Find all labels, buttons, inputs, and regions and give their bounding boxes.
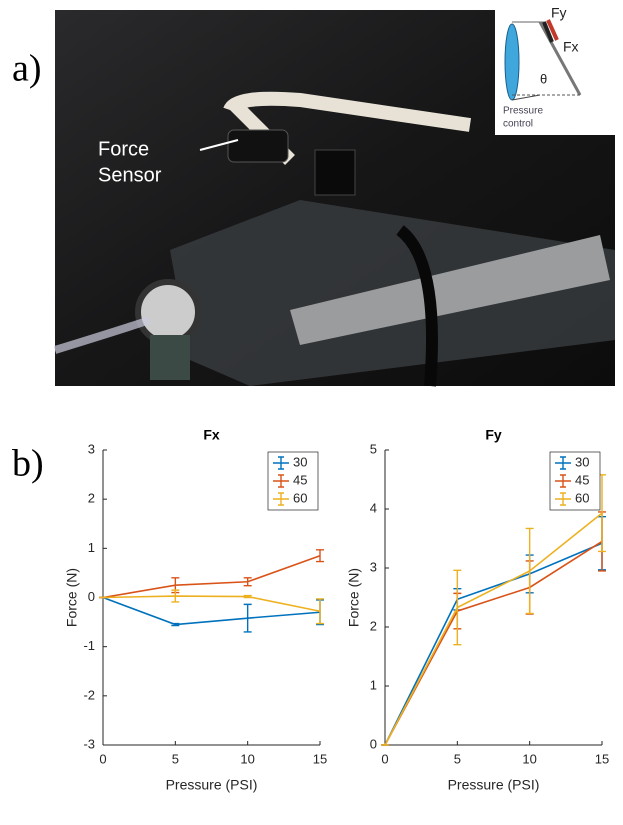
annotation: Force (98, 138, 149, 160)
y-tick-label: 0 (88, 589, 95, 604)
y-tick-label: 3 (370, 559, 377, 574)
panel-label: a) (12, 48, 42, 90)
inset-label: Pressure (503, 106, 543, 117)
y-axis-label: Force (N) (346, 568, 362, 627)
x-tick-label: 5 (172, 751, 179, 766)
legend-label: 30 (575, 454, 589, 469)
x-tick-label: 15 (595, 751, 609, 766)
x-axis-label: Pressure (PSI) (448, 777, 540, 793)
y-tick-label: 1 (370, 677, 377, 692)
series-line (385, 541, 602, 745)
y-tick-label: -3 (83, 736, 95, 751)
x-tick-label: 5 (454, 751, 461, 766)
photo: Fy Fx θ Pressure control Force Sensor (55, 5, 615, 386)
y-tick-label: -1 (83, 638, 95, 653)
x-axis-label: Pressure (PSI) (166, 777, 258, 793)
y-tick-label: 5 (370, 441, 377, 456)
chart-title: Fx (203, 427, 220, 443)
series-line (103, 598, 320, 625)
x-tick-label: 10 (522, 751, 536, 766)
x-tick-label: 10 (240, 751, 254, 766)
y-tick-label: 2 (88, 491, 95, 506)
inset-label: control (503, 119, 533, 130)
figure: a) b) Fy Fx θ Pressure control Force Sen… (0, 0, 623, 825)
series-line (385, 543, 602, 745)
series-line (385, 513, 602, 745)
y-tick-label: -2 (83, 687, 95, 702)
legend-label: 45 (575, 472, 589, 487)
inset-label: θ (540, 71, 547, 86)
legend-label: 45 (293, 472, 307, 487)
inset-label: Fx (563, 39, 579, 55)
x-tick-label: 0 (99, 751, 106, 766)
legend-label: 60 (575, 490, 589, 505)
y-axis-label: Force (N) (64, 568, 80, 627)
x-tick-label: 0 (381, 751, 388, 766)
error-bar (316, 550, 324, 562)
y-tick-label: 2 (370, 618, 377, 633)
y-tick-label: 4 (370, 500, 377, 515)
error-bar (526, 528, 534, 613)
error-bar (453, 570, 461, 644)
annotation: Sensor (98, 164, 162, 186)
chart-title: Fy (485, 427, 502, 443)
legend-label: 60 (293, 490, 307, 505)
y-tick-label: 1 (88, 540, 95, 555)
y-tick-label: 0 (370, 736, 377, 751)
legend-label: 30 (293, 454, 307, 469)
panel-label: b) (12, 443, 44, 485)
y-tick-label: 3 (88, 441, 95, 456)
series-line (103, 556, 320, 598)
inset-label: Fy (551, 5, 567, 21)
x-tick-label: 15 (313, 751, 327, 766)
